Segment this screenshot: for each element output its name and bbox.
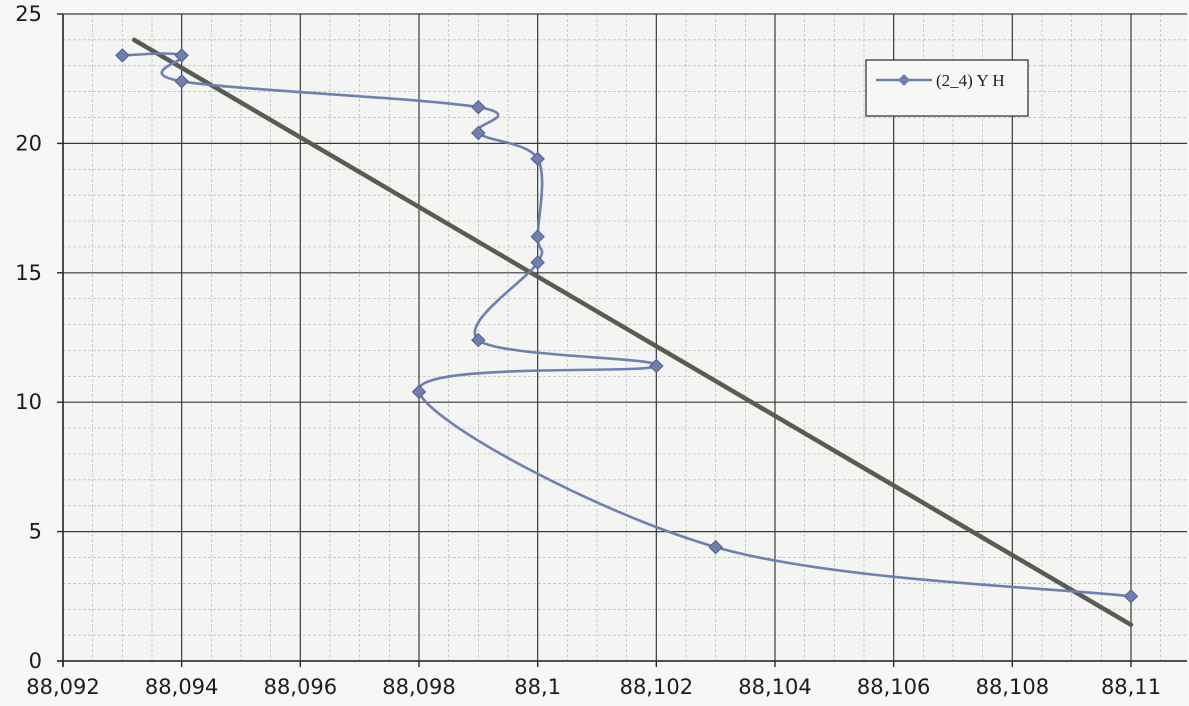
- x-axis-tick-label: 88,096: [264, 675, 337, 699]
- x-axis-tick-label: 88,104: [738, 675, 811, 699]
- data-point: [649, 358, 664, 374]
- y-axis-tick-label: 5: [29, 520, 42, 544]
- x-axis-tick-label: 88,106: [857, 675, 930, 699]
- x-axis-tick-labels: 88,092 88,094 88,096 88,098 88,1 88,102 88,104…: [26, 675, 1161, 699]
- y-axis-tick-label: 20: [15, 131, 42, 155]
- x-axis-tick-label: 88,094: [145, 675, 218, 699]
- legend: (2_4) Y H: [865, 59, 1029, 117]
- legend-box: [865, 59, 1029, 117]
- x-axis-tick-label: 88,11: [1101, 675, 1161, 699]
- data-point: [1123, 589, 1139, 604]
- plot-background: [63, 14, 1187, 661]
- data-point: [411, 384, 427, 400]
- x-axis-tick-label: 88,108: [976, 675, 1049, 699]
- legend-label: (2_4) Y H: [936, 71, 1005, 90]
- y-axis-tick-label: 25: [15, 2, 42, 26]
- y-axis-tick-label: 10: [15, 390, 42, 414]
- data-point: [471, 125, 486, 141]
- x-axis-tick-label: 88,092: [26, 675, 99, 699]
- legend-marker: [898, 74, 910, 86]
- data-point: [174, 48, 189, 63]
- data-point: [530, 151, 545, 167]
- data-point: [708, 539, 723, 555]
- trend-line: [131, 37, 1134, 628]
- series-layer: [115, 37, 1139, 628]
- axes: [57, 13, 1187, 667]
- y-axis-tick-label: 15: [15, 261, 42, 285]
- data-point: [530, 229, 545, 244]
- x-axis-tick-label: 88,098: [382, 675, 455, 699]
- y-axis-tick-label: 0: [29, 649, 42, 673]
- data-point: [471, 99, 486, 115]
- x-axis-tick-label: 88,1: [514, 675, 561, 699]
- data-point: [530, 255, 545, 270]
- x-axis-tick-label: 88,102: [620, 675, 693, 699]
- data-point: [115, 48, 130, 63]
- y-axis-tick-labels: 0 5 10 15 20 25: [15, 2, 42, 673]
- data-point: [174, 74, 189, 89]
- data-point: [471, 332, 486, 348]
